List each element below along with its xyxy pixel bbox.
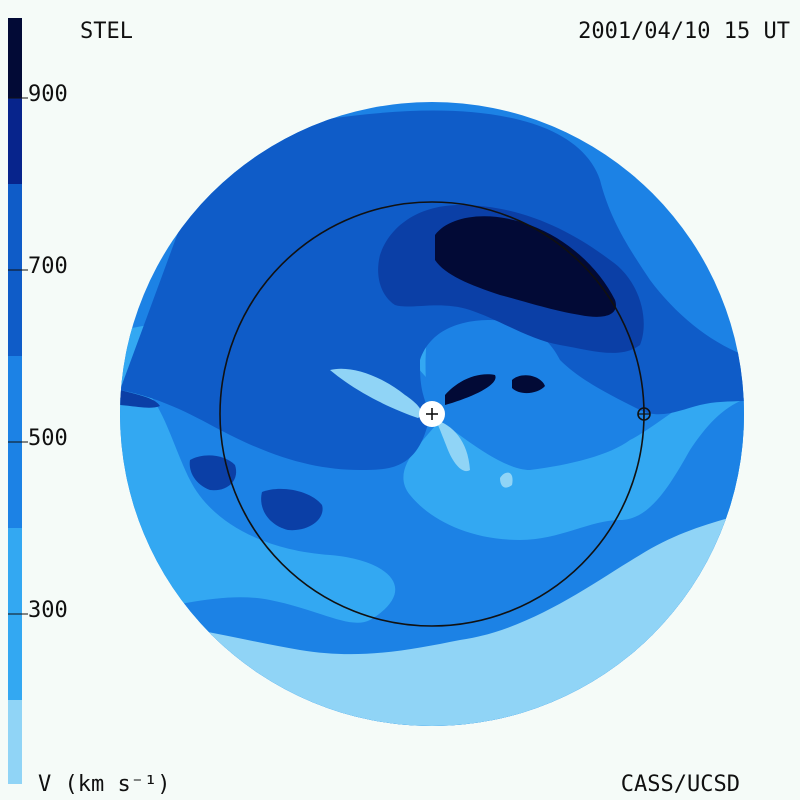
velocity-region-600d <box>120 390 160 408</box>
title-right: 2001/04/10 15 UT <box>578 19 790 44</box>
tick-label-500: 500 <box>28 426 68 451</box>
velocity-region-600b <box>189 455 237 491</box>
velocity-region-800b <box>445 374 496 405</box>
tick-label-700: 700 <box>28 254 68 279</box>
velocity-region-200c <box>436 420 470 472</box>
title-left: STEL <box>80 19 133 44</box>
tick-label-900: 900 <box>28 82 68 107</box>
velocity-region-200d <box>500 472 513 488</box>
velocity-disc <box>120 102 744 726</box>
credit-label: CASS/UCSD <box>620 772 740 797</box>
units-label: V (km s⁻¹) <box>38 772 171 797</box>
earth-icon <box>637 407 651 421</box>
colorbar-band-6 <box>8 18 22 98</box>
velocity-region-600c <box>261 488 323 531</box>
velocity-region-200b <box>330 368 422 418</box>
sun-plus-icon <box>419 401 445 427</box>
colorbar <box>8 18 28 784</box>
velocity-region-200 <box>120 510 744 726</box>
tick-label-300: 300 <box>28 598 68 623</box>
colorbar-band-1 <box>8 700 22 784</box>
colorbar-band-5 <box>8 98 22 184</box>
velocity-region-800 <box>435 216 616 317</box>
velocity-region-800c <box>512 375 545 394</box>
